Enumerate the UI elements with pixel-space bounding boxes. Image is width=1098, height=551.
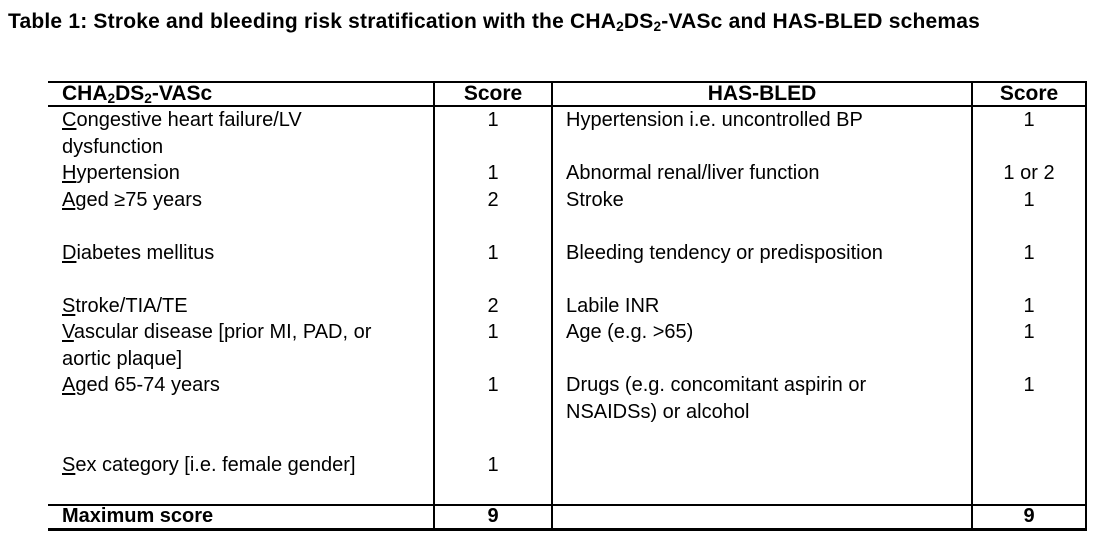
text-run: CHA <box>62 83 108 105</box>
underlined-first-letter: A <box>62 374 76 396</box>
footer-maximum-score-label: Maximum score <box>48 506 435 528</box>
cha2ds2-vasc-item-line: Sex category [i.e. female gender] <box>62 453 356 476</box>
has-bled-item-line: Abnormal renal/liver function <box>566 162 820 184</box>
column-score-right: 1 1 or 2 1 1 1 1 1 <box>973 107 1087 504</box>
cha2ds2-vasc-item-line: Stroke/TIA/TE <box>62 294 188 317</box>
cha2ds2-vasc-item-line: Diabetes mellitus <box>62 241 215 264</box>
score-value-left: 1 <box>487 374 499 396</box>
header-score-right: Score <box>973 83 1087 105</box>
score-value-right <box>973 425 1085 452</box>
score-value-left: 2 <box>487 188 499 211</box>
score-value-right <box>973 478 1085 504</box>
cha2ds2-vasc-item-line: Aged 65-74 years <box>62 374 220 396</box>
cha2ds2-vasc-item-line <box>62 399 433 426</box>
table-caption: Table 1: Stroke and bleeding risk strati… <box>8 10 980 34</box>
has-bled-item-line: Stroke <box>566 188 624 211</box>
cha2ds2-vasc-item-line: Aged ≥75 years <box>62 188 202 211</box>
score-value-left <box>435 399 551 426</box>
score-value-right <box>973 452 1085 479</box>
cha2ds2-vasc-item-line: aortic plaque] <box>62 347 183 370</box>
table-body-row: Congestive heart failure/LV dysfunction Hy… <box>48 107 1087 504</box>
table-footer-row: Maximum score 9 9 <box>48 504 1087 531</box>
score-value-left: 1 <box>487 321 499 343</box>
cha2ds2-vasc-item-line: Vascular disease [prior MI, PAD, or <box>62 321 372 343</box>
text-run: CHA <box>569 10 617 33</box>
has-bled-item-line <box>566 134 971 161</box>
underlined-first-letter: S <box>62 453 76 476</box>
subscript-digit: 2 <box>107 91 116 105</box>
has-bled-item-line: Bleeding tendency or predisposition <box>566 241 883 264</box>
text-run: DS <box>623 10 654 33</box>
score-value-right: 1 <box>1023 241 1035 264</box>
table-header-row: CHA2DS2-VASc Score HAS-BLED Score <box>48 81 1087 107</box>
score-value-left <box>435 134 551 161</box>
score-value-left <box>435 346 551 373</box>
cha2ds2-vasc-item-line: Hypertension <box>62 162 180 184</box>
footer-max-score-right: 9 <box>973 506 1087 528</box>
score-value-right <box>973 399 1085 426</box>
has-bled-item-line: Hypertension i.e. uncontrolled BP <box>566 109 863 131</box>
has-bled-item-line <box>566 478 971 504</box>
subscript-digit: 2 <box>144 91 152 105</box>
score-value-left <box>435 425 551 452</box>
has-bled-item-line <box>566 266 971 293</box>
score-value-right <box>973 134 1085 161</box>
score-value-left <box>435 213 551 240</box>
score-value-left: 1 <box>487 162 499 184</box>
has-bled-item-line <box>566 213 971 240</box>
score-value-left: 1 <box>487 109 499 131</box>
has-bled-item-line: NSAIDSs) or alcohol <box>566 400 750 423</box>
has-bled-item-line: Age (e.g. >65) <box>566 321 694 343</box>
text-run: -VASc and HAS-BLED schemas <box>661 10 980 33</box>
cha2ds2-vasc-item-line <box>62 266 433 293</box>
has-bled-item-line <box>566 346 971 373</box>
cha2ds2-vasc-item-line <box>62 425 433 452</box>
score-value-left: 1 <box>487 241 499 264</box>
footer-max-score-left: 9 <box>435 506 553 528</box>
score-value-left <box>435 478 551 504</box>
header-has-bled: HAS-BLED <box>553 83 973 105</box>
score-value-right: 1 <box>1023 188 1035 211</box>
underlined-first-letter: C <box>62 109 77 131</box>
subscript-digit: 2 <box>653 19 662 35</box>
underlined-first-letter: A <box>62 188 76 211</box>
score-value-right: 1 <box>1023 374 1035 396</box>
underlined-first-letter: S <box>62 294 76 317</box>
header-score-left: Score <box>435 83 553 105</box>
score-value-left <box>435 266 551 293</box>
has-bled-item-line: Drugs (e.g. concomitant aspirin or <box>566 374 867 396</box>
score-value-right <box>973 213 1085 240</box>
footer-empty-cell <box>553 506 973 528</box>
subscript-digit: 2 <box>616 19 624 35</box>
cha2ds2-vasc-item-line <box>62 213 433 240</box>
score-value-right: 1 <box>1023 294 1035 317</box>
score-value-right: 1 <box>1023 321 1035 343</box>
underlined-first-letter: D <box>62 241 77 264</box>
score-value-left: 2 <box>487 294 499 317</box>
column-score-left: 1 1 2 1 2 1 1 1 <box>435 107 553 504</box>
score-value-right <box>973 346 1085 373</box>
underlined-first-letter: H <box>62 162 77 184</box>
has-bled-item-line: Labile INR <box>566 294 660 317</box>
text-run: DS <box>115 83 145 105</box>
has-bled-item-line <box>566 452 971 479</box>
underlined-first-letter: V <box>62 321 74 343</box>
text-run: Table 1: Stroke and bleeding risk strati… <box>8 10 570 33</box>
score-value-left: 1 <box>487 453 499 476</box>
column-has-bled-items: Hypertension i.e. uncontrolled BP Abnorma… <box>553 107 973 504</box>
cha2ds2-vasc-item-line <box>62 478 433 504</box>
cha2ds2-vasc-item-line: Congestive heart failure/LV <box>62 109 302 131</box>
score-value-right <box>973 266 1085 293</box>
has-bled-item-line <box>566 425 971 452</box>
score-value-right: 1 or 2 <box>1003 162 1055 184</box>
column-cha2ds2-vasc-items: Congestive heart failure/LV dysfunction Hy… <box>48 107 435 504</box>
cha2ds2-vasc-item-line: dysfunction <box>62 135 164 158</box>
text-run: -VASc <box>151 83 213 105</box>
score-value-right: 1 <box>1023 109 1035 131</box>
header-cha2ds2-vasc: CHA2DS2-VASc <box>48 83 435 105</box>
risk-stratification-table: CHA2DS2-VASc Score HAS-BLED Score Conges… <box>48 81 1087 531</box>
